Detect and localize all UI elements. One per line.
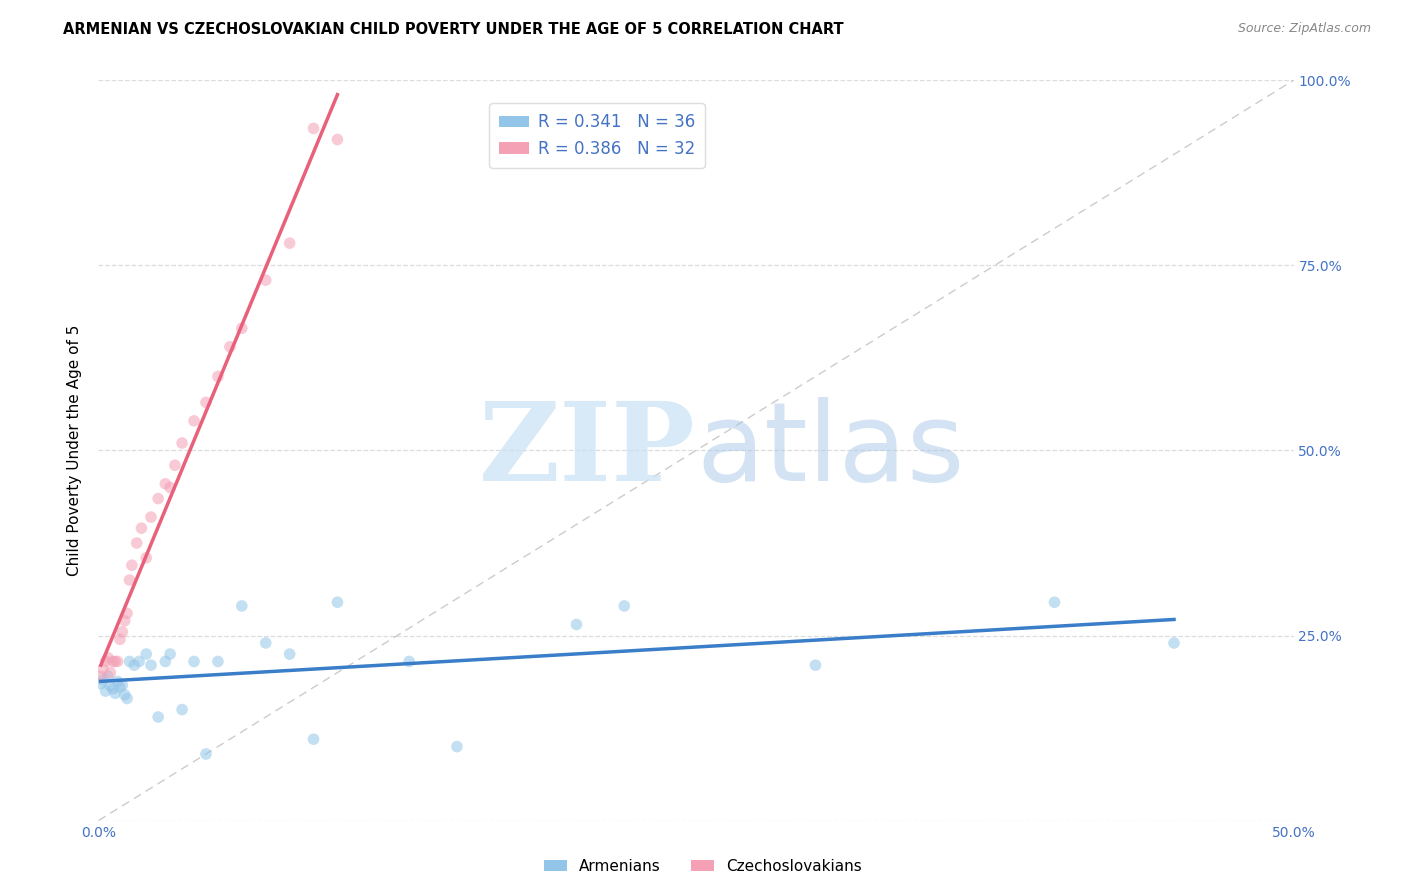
Point: [195, 395, 218, 409]
Point: [219, 340, 242, 354]
Point: [565, 617, 588, 632]
Point: [118, 573, 141, 587]
Point: [446, 739, 468, 754]
Text: ARMENIAN VS CZECHOSLOVAKIAN CHILD POVERTY UNDER THE AGE OF 5 CORRELATION CHART: ARMENIAN VS CZECHOSLOVAKIAN CHILD POVERT…: [63, 22, 844, 37]
Text: atlas: atlas: [696, 397, 965, 504]
Point: [108, 681, 131, 695]
Point: [155, 476, 177, 491]
Point: [128, 655, 150, 669]
Point: [94, 684, 117, 698]
Point: [254, 636, 277, 650]
Point: [114, 614, 136, 628]
Point: [107, 674, 129, 689]
Point: [91, 673, 114, 687]
Point: [159, 480, 181, 494]
Point: [163, 458, 186, 473]
Point: [115, 691, 138, 706]
Point: [94, 655, 117, 669]
Point: [195, 747, 218, 761]
Point: [108, 632, 131, 647]
Point: [135, 550, 157, 565]
Point: [302, 121, 325, 136]
Point: [90, 669, 112, 683]
Point: [172, 703, 194, 717]
Point: [172, 436, 194, 450]
Point: [125, 536, 148, 550]
Point: [278, 647, 301, 661]
Point: [115, 607, 138, 621]
Point: [231, 321, 253, 335]
Point: [101, 655, 124, 669]
Point: [98, 665, 122, 680]
Point: [804, 658, 827, 673]
Point: [148, 710, 170, 724]
Point: [326, 132, 349, 146]
Point: [111, 678, 134, 692]
Point: [135, 647, 157, 661]
Point: [183, 414, 205, 428]
Point: [139, 510, 162, 524]
Legend: Armenians, Czechoslovakians: Armenians, Czechoslovakians: [537, 853, 869, 880]
Text: Source: ZipAtlas.com: Source: ZipAtlas.com: [1237, 22, 1371, 36]
Legend: R = 0.341   N = 36, R = 0.386   N = 32: R = 0.341 N = 36, R = 0.386 N = 32: [489, 103, 704, 168]
Point: [183, 655, 205, 669]
Point: [1043, 595, 1066, 609]
Point: [155, 655, 177, 669]
Point: [159, 647, 181, 661]
Point: [104, 655, 127, 669]
Point: [118, 655, 141, 669]
Point: [90, 676, 112, 690]
Point: [98, 679, 122, 693]
Point: [91, 662, 114, 676]
Point: [207, 655, 229, 669]
Point: [139, 658, 162, 673]
Point: [107, 655, 129, 669]
Text: ZIP: ZIP: [479, 397, 696, 504]
Point: [97, 650, 120, 665]
Point: [111, 624, 134, 639]
Point: [1163, 636, 1185, 650]
Point: [124, 658, 146, 673]
Point: [398, 655, 420, 669]
Point: [148, 491, 170, 506]
Point: [97, 669, 120, 683]
Point: [278, 236, 301, 251]
Point: [302, 732, 325, 747]
Point: [207, 369, 229, 384]
Point: [101, 681, 124, 696]
Point: [131, 521, 153, 535]
Point: [613, 599, 636, 613]
Point: [231, 599, 253, 613]
Point: [104, 686, 127, 700]
Point: [121, 558, 143, 573]
Y-axis label: Child Poverty Under the Age of 5: Child Poverty Under the Age of 5: [67, 325, 83, 576]
Point: [326, 595, 349, 609]
Point: [114, 688, 136, 702]
Point: [254, 273, 277, 287]
